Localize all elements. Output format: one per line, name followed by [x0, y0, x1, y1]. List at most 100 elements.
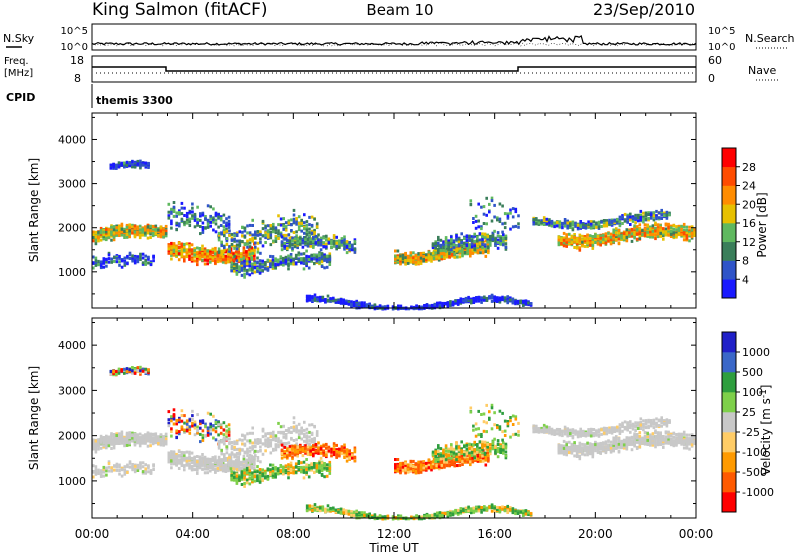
power-cell [297, 251, 301, 255]
power-cell [248, 252, 252, 256]
power-cell [112, 165, 115, 169]
power-cell [217, 213, 220, 217]
velocity-cell [201, 463, 204, 467]
power-cell [266, 230, 270, 234]
power-cell [481, 251, 485, 255]
power-cell [245, 269, 249, 273]
velocity-cell [209, 463, 212, 467]
power-cell [605, 224, 609, 228]
power-cell [609, 242, 613, 246]
velocity-cell [162, 440, 165, 444]
power-cell [450, 236, 453, 239]
velocity-cell [185, 456, 189, 460]
power-cell [305, 249, 308, 253]
power-cell [432, 249, 436, 253]
power-cell [214, 230, 218, 234]
power-cell [193, 247, 196, 251]
velocity-cell [216, 468, 220, 472]
power-cell [128, 235, 131, 239]
power-cell [604, 234, 608, 238]
power-cell [437, 241, 440, 245]
power-cell [465, 239, 469, 243]
power-cell [548, 221, 551, 225]
power-cell [503, 212, 507, 216]
power-cell [234, 252, 238, 256]
power-cell [482, 205, 486, 209]
power-cell [647, 216, 650, 220]
power-cell [147, 261, 150, 265]
power-cell [188, 220, 192, 224]
power-cell [251, 218, 254, 222]
power-cell [641, 228, 644, 232]
power-cell [690, 232, 694, 235]
power-cell [594, 241, 597, 244]
power-cell [131, 229, 134, 233]
power-cell [476, 242, 479, 246]
power-cell [305, 256, 308, 260]
power-cell [136, 230, 139, 234]
power-cell [220, 240, 223, 244]
power-cell [253, 258, 256, 261]
power-cell [110, 238, 113, 242]
power-cell [469, 199, 473, 203]
power-cell [157, 234, 160, 238]
power-cell [216, 254, 220, 258]
power-cell [315, 222, 319, 226]
velocity-heatmap [92, 365, 696, 521]
power-cell [228, 247, 231, 251]
power-cell [439, 245, 443, 249]
velocity-cell [126, 471, 129, 474]
velocity-cell [162, 435, 165, 439]
power-cell [396, 254, 400, 258]
power-cell [568, 238, 571, 242]
power-cell [326, 298, 330, 302]
power-cell [409, 258, 413, 262]
power-cell [476, 236, 479, 240]
power-cell [355, 299, 358, 303]
power-cell [496, 231, 500, 235]
power-cell [193, 252, 196, 256]
power-cell [269, 236, 273, 240]
power-cell [141, 256, 145, 260]
power-cell [325, 245, 328, 249]
power-cell [251, 233, 254, 237]
power-cell [451, 302, 455, 306]
power-cell [310, 229, 314, 233]
power-cell [220, 231, 223, 235]
power-cell [425, 253, 428, 257]
noise-left-tick-top: 10^5 [61, 26, 88, 37]
power-cell [378, 304, 382, 308]
power-cell [183, 248, 186, 252]
power-cell [340, 243, 344, 247]
power-cell [225, 217, 228, 221]
velocity-cell [198, 459, 202, 463]
power-cell [325, 234, 328, 238]
power-cell [511, 207, 515, 211]
power-cell [115, 231, 118, 235]
power-cell [277, 214, 280, 218]
power-cell [446, 303, 450, 306]
power-cell [228, 249, 231, 253]
power-cell [555, 224, 559, 228]
power-cell [563, 224, 567, 228]
power-cell [105, 258, 108, 262]
velocity-cell [180, 461, 184, 465]
power-cell [248, 260, 252, 264]
power-cell [230, 242, 234, 246]
power-cell [125, 235, 129, 239]
velocity-cell [190, 466, 194, 470]
power-cell [149, 229, 152, 233]
power-cell [607, 231, 610, 235]
power-cell [493, 229, 496, 233]
velocity-cell [172, 452, 176, 456]
power-cell [290, 223, 293, 227]
velocity-cell [203, 467, 207, 471]
power-cell [329, 297, 332, 301]
power-cell [625, 239, 629, 243]
power-cell [630, 234, 634, 238]
power-cell [222, 213, 226, 217]
power-cell [452, 245, 456, 249]
power-cell [315, 255, 319, 259]
power-cell [280, 243, 284, 247]
power-cell [201, 230, 205, 234]
